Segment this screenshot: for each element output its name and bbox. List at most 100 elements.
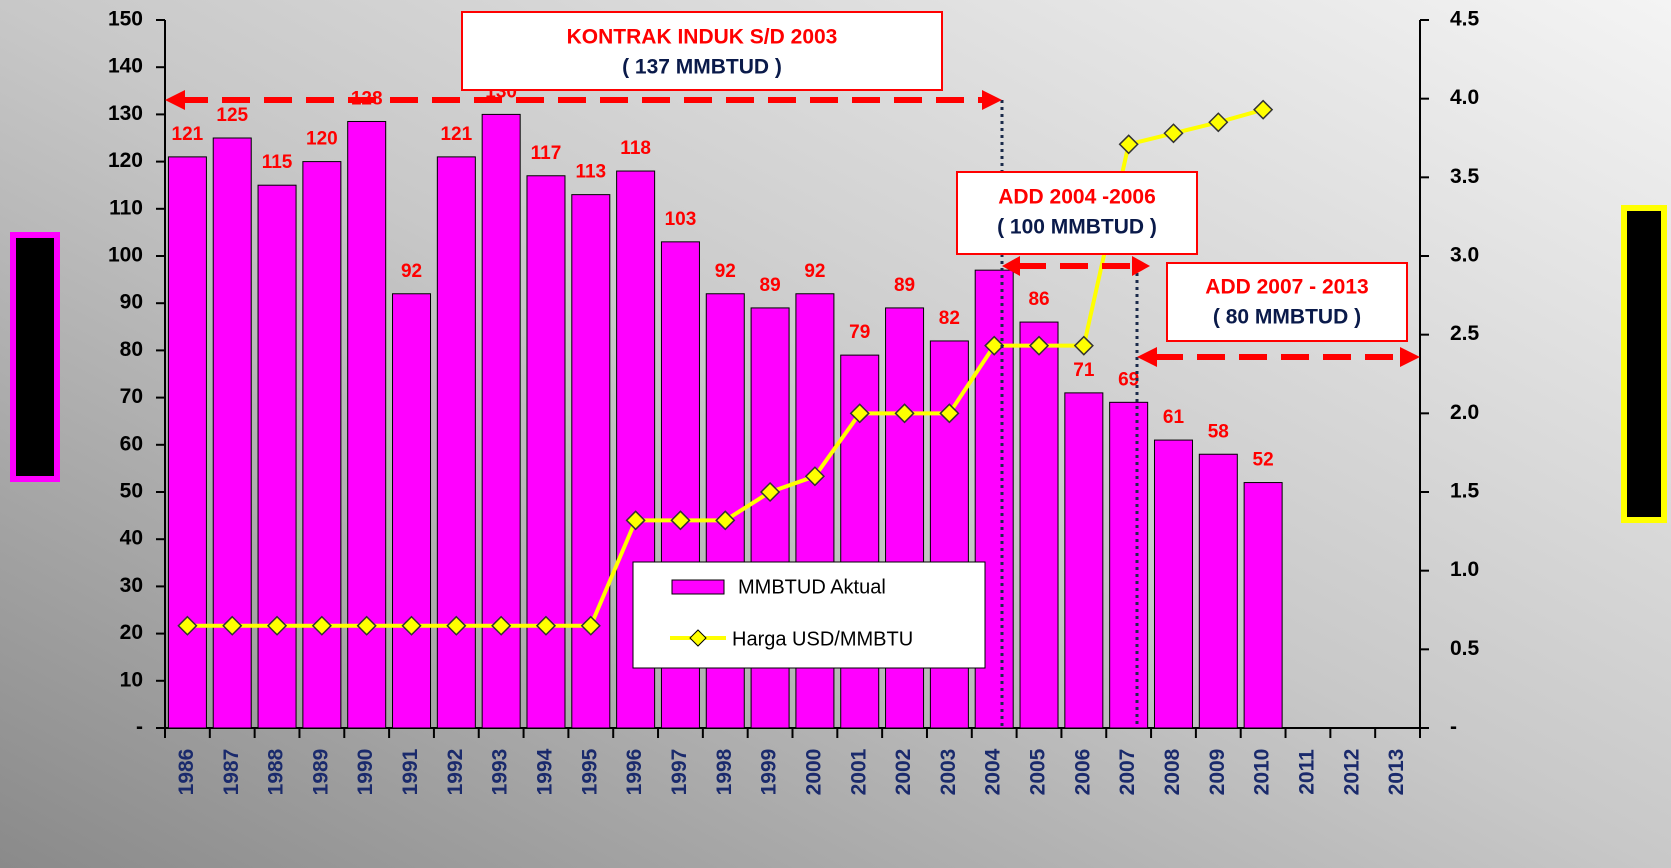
line-marker (1253, 99, 1274, 120)
x-tick-label: 2002 (892, 749, 915, 796)
x-tick-label: 1993 (489, 749, 512, 796)
value-label: 92 (804, 261, 825, 282)
bar (436, 156, 476, 729)
y-tick-label: 90 (120, 291, 143, 314)
legend: MMBTUD Aktual Harga USD/MMBTU (632, 561, 986, 669)
bar (481, 113, 521, 729)
line-marker (670, 510, 691, 531)
value-label: 89 (760, 275, 781, 296)
x-tick-label: 1994 (534, 748, 557, 795)
x-tick-label: 2000 (802, 749, 825, 796)
value-label: 61 (1163, 407, 1185, 428)
x-tick-label: 2006 (1071, 749, 1094, 796)
x-tick-label: 2004 (982, 748, 1005, 795)
legend-label: Harga USD/MMBTU (732, 628, 913, 650)
y-tick-label: - (136, 716, 143, 739)
y-tick-label: 20 (120, 621, 143, 644)
line-marker (894, 403, 915, 424)
annotation-text: ( 100 MMBTUD ) (997, 216, 1157, 239)
x-tick-label: 1987 (220, 749, 243, 796)
x-tick-label: 1997 (668, 749, 691, 796)
line-marker (266, 615, 288, 636)
bar (257, 184, 297, 729)
x-tick-label: 1989 (309, 749, 332, 796)
line-marker (849, 403, 870, 424)
x-tick-label: 2013 (1385, 749, 1408, 796)
bar (526, 175, 566, 729)
side-decoration (10, 232, 60, 482)
annotations: KONTRAK INDUK S/D 2003 ( 137 MMBTUD ) AD… (165, 11, 1420, 728)
arrow-head (982, 90, 1002, 110)
annotation-text: ( 137 MMBTUD ) (622, 56, 782, 79)
bar (1198, 453, 1238, 729)
y-tick-label: 40 (120, 527, 143, 550)
bar (167, 156, 207, 729)
y2-tick-label: 4.5 (1450, 8, 1480, 31)
y2-tick-label: 4.0 (1450, 86, 1479, 109)
value-label: 52 (1253, 450, 1274, 471)
x-tick-label: 1995 (578, 748, 601, 795)
value-label: 118 (620, 138, 651, 159)
x-tick-label: 1991 (399, 748, 422, 795)
value-label: 69 (1118, 369, 1139, 390)
value-label: 92 (715, 261, 736, 282)
value-label: 113 (575, 162, 606, 183)
arrow-head (1002, 256, 1020, 276)
line-marker (625, 510, 646, 531)
y-tick-label: 60 (120, 432, 143, 455)
value-label: 82 (939, 308, 960, 329)
y-tick-label: 130 (108, 102, 143, 125)
bar (347, 120, 387, 729)
side-decoration (1621, 205, 1667, 523)
line-marker (311, 615, 332, 636)
line-marker (177, 615, 198, 636)
y-tick-label: 80 (120, 338, 143, 361)
annotation-title: ADD 2004 -2006 (998, 186, 1156, 209)
x-tick-label: 2003 (937, 749, 960, 796)
bar (929, 340, 969, 729)
value-label: 103 (665, 209, 697, 230)
line-marker (715, 510, 736, 531)
line-marker (939, 403, 960, 424)
y-tick-label: 10 (120, 668, 143, 691)
x-tick-label: 2007 (1116, 749, 1139, 796)
legend-marker (689, 629, 707, 647)
x-tick-label: 1996 (623, 749, 646, 796)
legend-swatch (671, 579, 725, 595)
y2-tick-label: 2.0 (1450, 401, 1479, 424)
line-marker (1073, 335, 1094, 356)
annotation-title: ADD 2007 - 2013 (1205, 276, 1368, 299)
value-label: 86 (1028, 289, 1049, 310)
y2-tick-label: 3.5 (1450, 165, 1480, 188)
x-tick-label: 2008 (1161, 748, 1184, 795)
arrow-head (1132, 256, 1150, 276)
line-marker (491, 615, 512, 636)
bar (302, 161, 342, 729)
y2-tick-label: 3.0 (1450, 244, 1479, 267)
y-tick-label: 120 (108, 149, 143, 172)
line-marker (446, 615, 467, 636)
x-tick-label: 1998 (713, 748, 736, 795)
y2-tick-label: 1.5 (1450, 480, 1480, 503)
x-tick-label: 1999 (758, 749, 781, 796)
bar (1064, 392, 1104, 729)
bar (212, 137, 252, 729)
y2-tick-label: 0.5 (1450, 637, 1480, 660)
value-label: 79 (849, 322, 870, 343)
bar (1153, 439, 1193, 729)
value-label: 58 (1208, 421, 1229, 442)
x-tick-label: 2009 (1206, 749, 1229, 796)
x-tick-label: 2010 (1251, 749, 1274, 796)
y2-tick-label: - (1450, 716, 1457, 739)
line-marker (1208, 112, 1229, 133)
bar (392, 293, 432, 729)
value-label: 120 (306, 129, 338, 150)
x-tick-label: 1986 (175, 749, 198, 796)
annotation-box (956, 171, 1198, 255)
bar (1019, 321, 1059, 729)
y2-tick-label: 1.0 (1450, 558, 1479, 581)
legend-label: MMBTUD Aktual (738, 576, 886, 598)
annotation-text: ( 80 MMBTUD ) (1213, 306, 1361, 329)
